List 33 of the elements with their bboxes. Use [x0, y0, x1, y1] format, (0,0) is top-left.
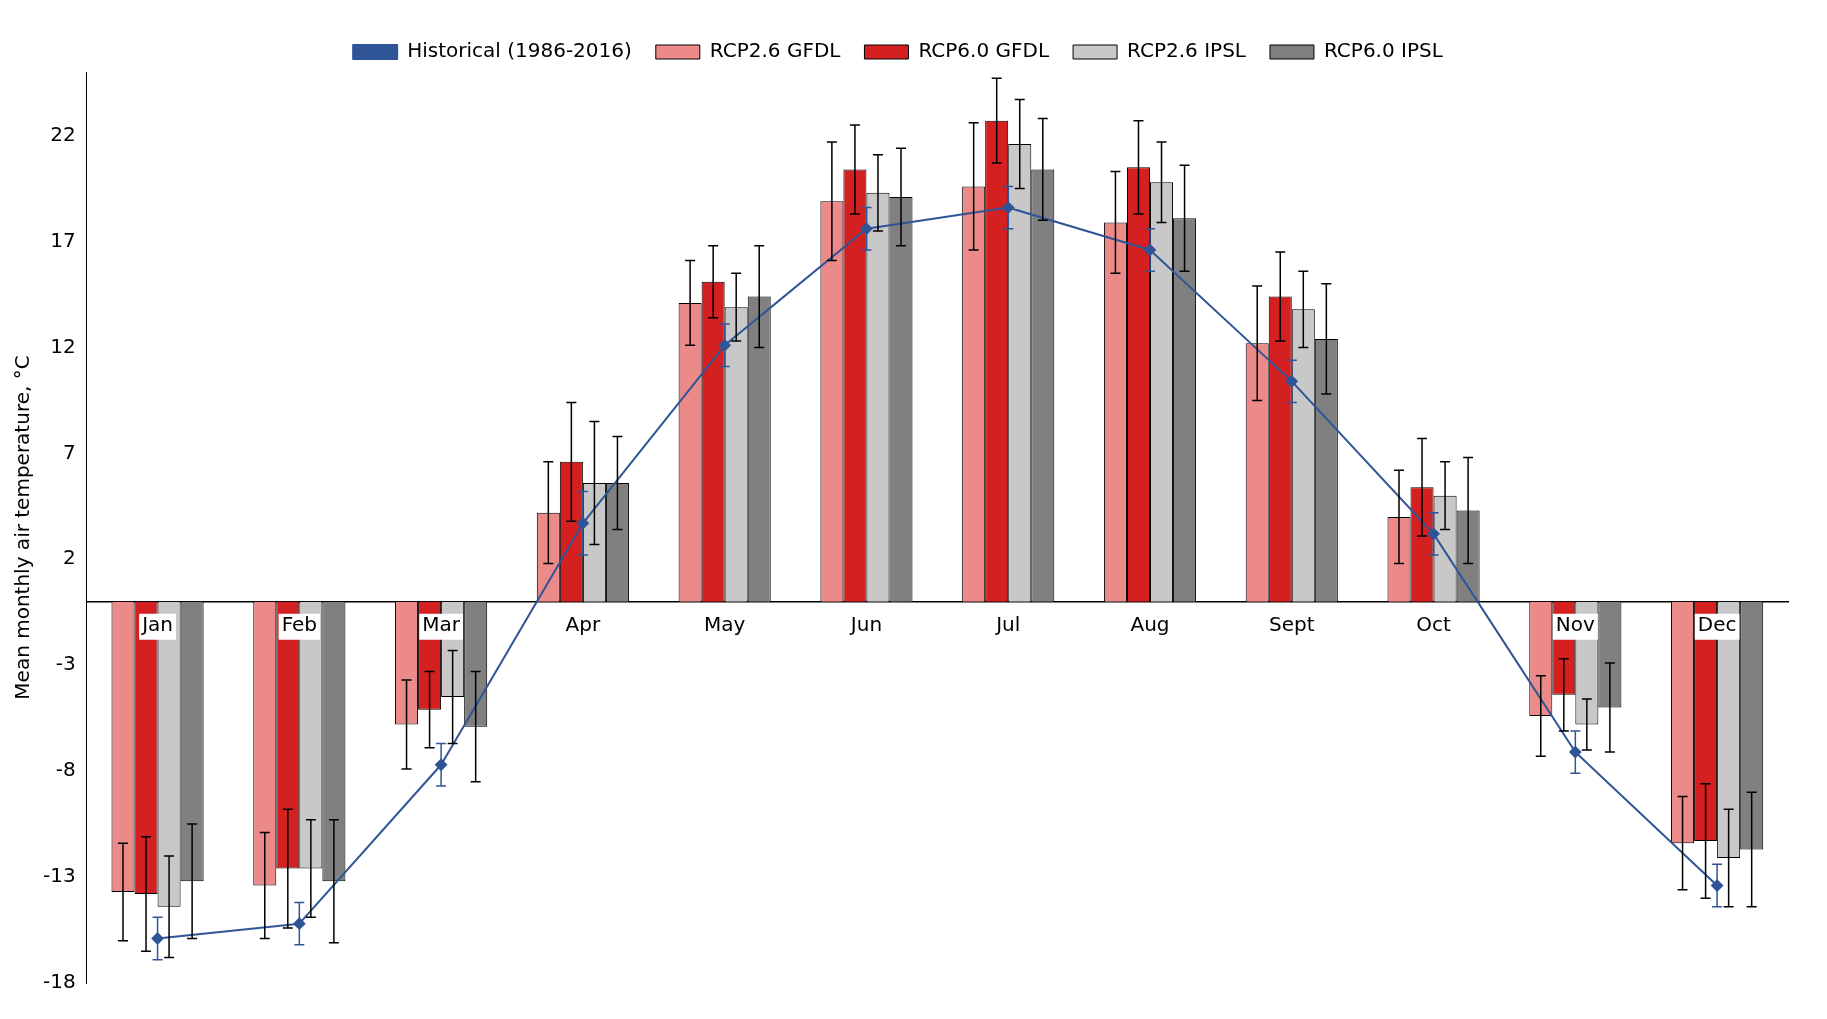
legend-label: RCP2.6 IPSL [1127, 38, 1247, 63]
x-tick-label: Dec [1697, 611, 1737, 636]
legend-label: RCP6.0 IPSL [1323, 38, 1444, 63]
x-tick-label: May [703, 611, 746, 636]
point [718, 339, 731, 352]
x-tick-label: Oct [1416, 611, 1451, 636]
x-tick-label: Jun [848, 611, 883, 636]
x-tick-label: Aug [1130, 611, 1170, 636]
y-tick-label: -13 [42, 863, 76, 888]
y-tick-label: -18 [42, 969, 76, 994]
x-tick-label: Feb [281, 611, 318, 636]
y-tick-label: 7 [62, 439, 76, 464]
point [1569, 746, 1582, 759]
y-axis-title: Mean monthly air temperature, °C [10, 355, 35, 700]
legend-label: Historical (1986-2016) [407, 38, 632, 63]
point [293, 917, 306, 930]
legend-label: RCP2.6 GFDL [709, 38, 842, 63]
y-tick-label: 12 [50, 333, 76, 358]
x-tick-label: Nov [1555, 611, 1596, 636]
x-tick-label: Apr [565, 611, 601, 636]
x-tick-label: Sept [1269, 611, 1315, 636]
x-tick-label: Jan [140, 611, 173, 636]
y-tick-label: 17 [50, 227, 76, 252]
legend-label: RCP6.0 GFDL [918, 38, 1050, 63]
x-tick-label: Mar [422, 611, 461, 636]
x-tick-label: Jul [994, 611, 1021, 636]
point [1427, 527, 1440, 540]
y-tick-label: 22 [50, 121, 76, 146]
y-tick-label: -8 [55, 757, 76, 782]
point [860, 222, 873, 235]
y-tick-label: 2 [62, 545, 76, 570]
y-tick-label: -3 [55, 651, 76, 676]
point [151, 932, 164, 945]
